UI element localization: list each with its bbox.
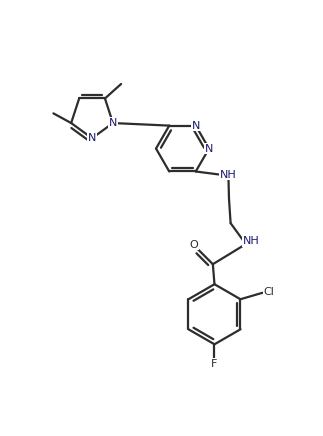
Text: O: O [189, 240, 198, 250]
Text: F: F [211, 359, 218, 369]
Text: N: N [88, 133, 96, 143]
Text: N: N [205, 143, 213, 153]
Text: Cl: Cl [264, 287, 274, 297]
Text: N: N [109, 118, 117, 128]
Text: N: N [192, 121, 200, 131]
Text: NH: NH [243, 236, 259, 246]
Text: NH: NH [220, 170, 237, 180]
